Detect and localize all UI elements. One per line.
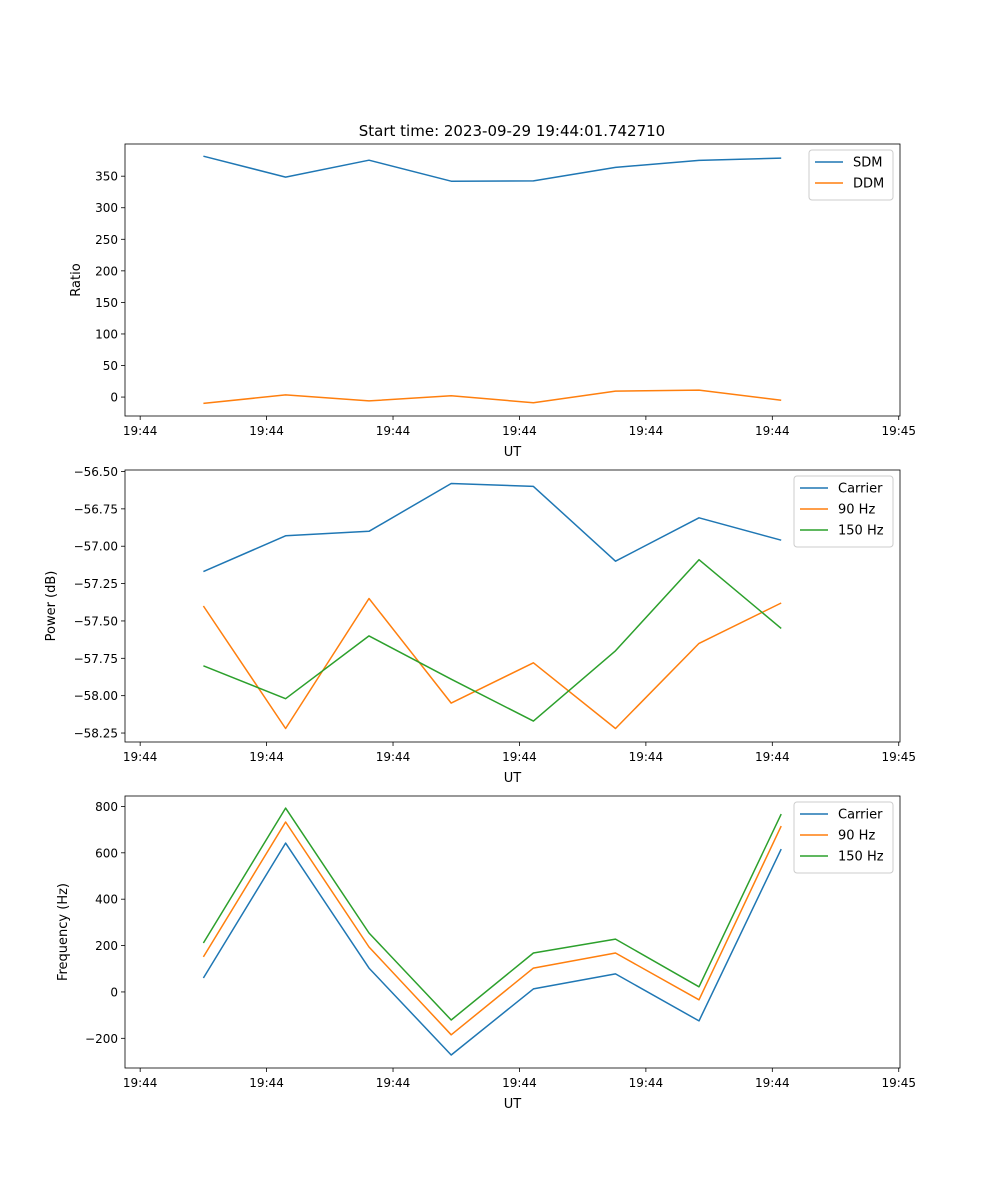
y-tick-label: 350 [95, 170, 118, 184]
x-tick-label: 19:44 [376, 424, 411, 438]
x-tick-label: 19:44 [249, 424, 284, 438]
legend-label: Carrier [838, 482, 883, 497]
legend-label: 150 Hz [838, 850, 884, 865]
y-tick-label: −57.75 [74, 652, 118, 666]
y-tick-label: 200 [95, 264, 118, 278]
y-tick-label: 0 [110, 985, 118, 999]
x-tick-label: 19:44 [755, 750, 790, 764]
axes-frame [124, 795, 901, 1069]
x-tick-label: 19:45 [881, 1076, 916, 1090]
x-tick-label: 19:44 [123, 424, 158, 438]
legend-label: 90 Hz [838, 829, 875, 844]
y-tick-label: −56.50 [74, 465, 118, 479]
series-line-90-hz [202, 597, 782, 730]
chart-title: Start time: 2023-09-29 19:44:01.742710 [359, 122, 665, 140]
legend: SDM DDM [808, 149, 894, 201]
axes-frame [124, 143, 901, 417]
series-line-carrier [203, 482, 782, 573]
x-tick-label: 19:45 [881, 750, 916, 764]
y-tick-label: −57.25 [74, 577, 118, 591]
x-tick-label: 19:44 [629, 424, 664, 438]
y-tick-label: −57.00 [74, 540, 118, 554]
x-tick-label: 19:44 [629, 1076, 664, 1090]
y-tick-label: −58.25 [74, 727, 118, 741]
y-tick-label: 200 [95, 939, 118, 953]
legend: Carrier 90 Hz 150 Hz [793, 475, 894, 548]
y-axis-label: Ratio [69, 263, 84, 296]
y-axis-label: Power (dB) [44, 571, 59, 642]
x-tick-label: 19:44 [249, 1076, 284, 1090]
x-tick-label: 19:44 [249, 750, 284, 764]
x-axis-label: UT [504, 771, 522, 786]
y-tick-label: 400 [95, 893, 118, 907]
x-axis-label: UT [504, 1097, 522, 1112]
x-tick-label: 19:44 [376, 750, 411, 764]
y-tick-label: −57.50 [74, 614, 118, 628]
y-tick-label: −56.75 [74, 502, 118, 516]
y-tick-label: −58.00 [74, 689, 118, 703]
series-line-150-hz [203, 558, 782, 722]
y-tick-label: 150 [95, 296, 118, 310]
y-tick-label: 50 [103, 359, 118, 373]
subplot-1: 19:44 19:44 19:44 19:44 19:44 19:44 19:45 0 50 10… [69, 143, 916, 460]
y-tick-label: 100 [95, 327, 118, 341]
y-tick-label: 250 [95, 233, 118, 247]
legend-label: SDM [853, 156, 882, 171]
series-line-sdm [203, 155, 782, 182]
series-line-carrier [202, 842, 782, 1056]
series-line-150-hz [202, 807, 782, 1021]
x-tick-label: 19:45 [881, 424, 916, 438]
x-tick-label: 19:44 [502, 1076, 537, 1090]
legend-label: 150 Hz [838, 524, 884, 539]
y-tick-label: 800 [95, 800, 118, 814]
x-tick-label: 19:44 [123, 750, 158, 764]
subplot-2: 19:44 19:44 19:44 19:44 19:44 19:44 19:45 −58.2… [44, 465, 916, 786]
y-tick-label: 600 [95, 846, 118, 860]
x-tick-label: 19:44 [755, 424, 790, 438]
series-line-90-hz [202, 821, 782, 1036]
subplot-3: 19:44 19:44 19:44 19:44 19:44 19:44 19:45 −200 0… [56, 795, 916, 1112]
axes-frame [124, 469, 901, 743]
x-tick-label: 19:44 [502, 750, 537, 764]
series-line-ddm [203, 389, 782, 405]
x-tick-label: 19:44 [502, 424, 537, 438]
x-tick-label: 19:44 [755, 1076, 790, 1090]
y-tick-label: 0 [110, 391, 118, 405]
y-tick-label: 300 [95, 201, 118, 215]
legend-label: 90 Hz [838, 503, 875, 518]
x-tick-label: 19:44 [123, 1076, 158, 1090]
y-axis-label: Frequency (Hz) [56, 883, 71, 981]
x-tick-label: 19:44 [629, 750, 664, 764]
legend-label: Carrier [838, 808, 883, 823]
legend: Carrier 90 Hz 150 Hz [793, 801, 894, 874]
x-axis-label: UT [504, 445, 522, 460]
y-tick-label: −200 [85, 1032, 118, 1046]
legend-label: DDM [853, 177, 884, 192]
x-tick-label: 19:44 [376, 1076, 411, 1090]
